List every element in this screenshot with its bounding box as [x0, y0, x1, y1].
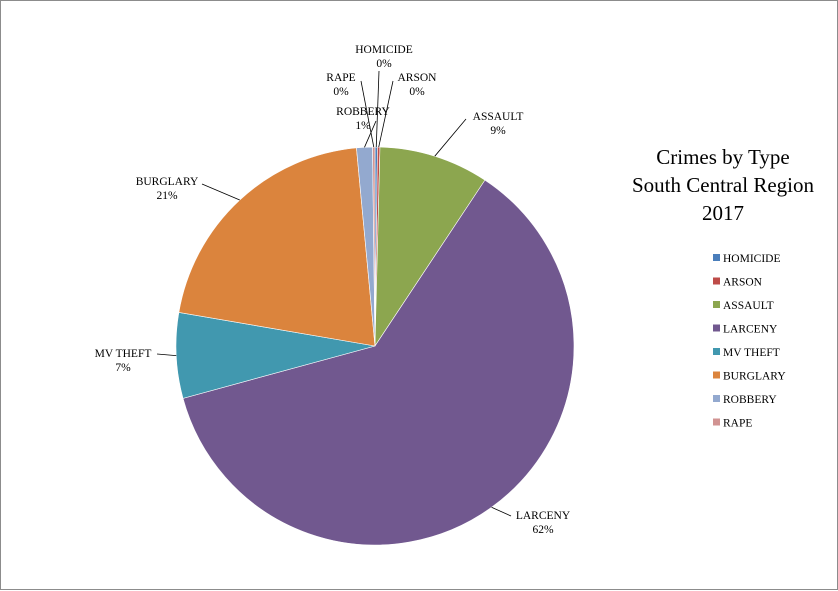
- data-label-pct-rape: 0%: [333, 86, 349, 98]
- data-label-name-homicide: HOMICIDE: [355, 44, 413, 56]
- legend-label-homicide: HOMICIDE: [723, 253, 781, 265]
- legend-swatch-rape: [713, 418, 720, 426]
- leader-line-mv-theft: [156, 353, 177, 356]
- legend-label-arson: ARSON: [723, 277, 763, 289]
- data-label-pct-robbery: 1%: [355, 120, 371, 132]
- legend-label-mv-theft: MV THEFT: [723, 347, 780, 359]
- data-label-pct-arson: 0%: [409, 86, 425, 98]
- legend-swatch-mv-theft: [713, 348, 720, 355]
- data-label-pct-assault: 9%: [490, 125, 506, 137]
- leader-line-assault: [434, 118, 467, 157]
- leader-line-larceny: [491, 506, 512, 517]
- data-label-pct-burglary: 21%: [156, 190, 178, 202]
- legend-swatch-homicide: [713, 254, 720, 261]
- data-label-pct-homicide: 0%: [376, 58, 392, 70]
- data-label-pct-larceny: 62%: [532, 524, 554, 536]
- data-labels: HOMICIDE 0% ARSON 0% ASSAULT 9% LARCENY 62% MV T…: [95, 44, 571, 536]
- legend-label-rape: RAPE: [723, 418, 752, 430]
- leader-line-burglary: [201, 183, 240, 201]
- leader-line-rape: [360, 80, 375, 148]
- data-label-name-larceny: LARCENY: [516, 510, 571, 522]
- leader-line-homicide: [375, 70, 380, 148]
- legend: HOMICIDE ARSON ASSAULT LARCENY MV THEFT BURGL…: [713, 253, 786, 430]
- chart-title: Crimes by Type South Central Region 2017: [632, 145, 814, 225]
- data-label-name-mv-theft: MV THEFT: [95, 348, 152, 360]
- pie-slice-assault: [374, 146, 486, 348]
- pie-slice-burglary: [178, 147, 376, 347]
- legend-label-larceny: LARCENY: [723, 324, 778, 336]
- data-label-name-assault: ASSAULT: [473, 111, 524, 123]
- legend-swatch-larceny: [713, 324, 720, 332]
- chart-title-line-3: 2017: [702, 201, 744, 225]
- legend-swatch-robbery: [713, 395, 720, 402]
- chart-title-line-2: South Central Region: [632, 173, 814, 197]
- legend-swatch-burglary: [713, 371, 720, 379]
- legend-label-burglary: BURGLARY: [723, 371, 786, 383]
- data-label-name-burglary: BURGLARY: [136, 176, 199, 188]
- data-label-name-rape: RAPE: [326, 72, 355, 84]
- chart-title-line-1: Crimes by Type: [656, 145, 789, 169]
- data-label-name-arson: ARSON: [398, 72, 438, 84]
- data-label-name-robbery: ROBBERY: [336, 106, 390, 118]
- legend-label-assault: ASSAULT: [723, 300, 774, 312]
- leader-line-arson: [378, 80, 394, 148]
- legend-swatch-arson: [713, 277, 720, 285]
- leader-lines: [156, 70, 512, 517]
- pie-slices: [175, 146, 575, 546]
- legend-label-robbery: ROBBERY: [723, 394, 777, 406]
- data-label-pct-mv-theft: 7%: [115, 362, 131, 374]
- legend-swatch-assault: [713, 301, 720, 308]
- leader-line-robbery: [364, 120, 377, 148]
